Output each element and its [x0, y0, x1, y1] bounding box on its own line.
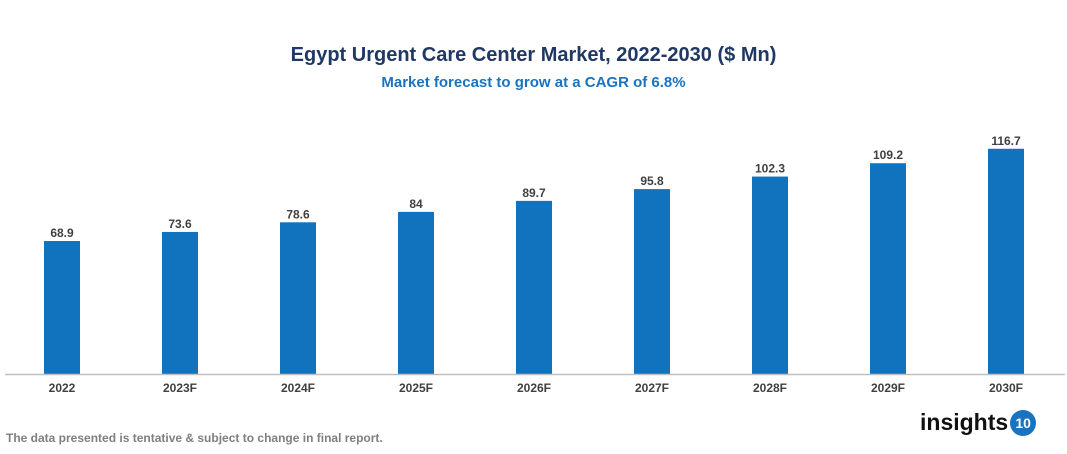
data-label: 78.6 [286, 207, 310, 221]
bar-2026F [516, 200, 552, 374]
data-label: 95.8 [640, 174, 664, 188]
insights10-logo: insights 10 [920, 409, 1037, 436]
bar-2028F [752, 176, 788, 374]
bar-2023F [162, 231, 198, 374]
data-label: 116.7 [991, 134, 1021, 148]
x-tick-label: 2030F [989, 381, 1023, 395]
bar-2025F [398, 211, 434, 374]
x-tick-label: 2022 [49, 381, 76, 395]
chart-subtitle: Market forecast to grow at a CAGR of 6.8… [381, 74, 686, 91]
bar-2022 [44, 241, 80, 374]
x-tick-label: 2025F [399, 381, 433, 395]
x-tick-label: 2028F [753, 381, 787, 395]
x-tick-label: 2023F [163, 381, 197, 395]
data-label: 73.6 [168, 217, 192, 231]
data-label: 102.3 [755, 162, 785, 176]
data-label: 109.2 [873, 148, 903, 162]
disclaimer-note: The data presented is tentative & subjec… [6, 431, 383, 445]
x-tick-label: 2024F [281, 381, 315, 395]
data-label: 84 [409, 197, 423, 211]
x-tick-label: 2027F [635, 381, 669, 395]
logo-badge: 10 [1010, 409, 1037, 436]
x-tick-label: 2026F [517, 381, 551, 395]
chart-title: Egypt Urgent Care Center Market, 2022-20… [290, 44, 777, 66]
bar-2030F [988, 148, 1024, 374]
data-label: 89.7 [522, 186, 546, 200]
bar-2024F [280, 222, 316, 374]
data-label: 68.9 [50, 226, 74, 240]
x-tick-label: 2029F [871, 381, 905, 395]
logo-text: insights [920, 409, 1009, 435]
bar-2029F [870, 163, 906, 374]
bar-2027F [634, 189, 670, 374]
